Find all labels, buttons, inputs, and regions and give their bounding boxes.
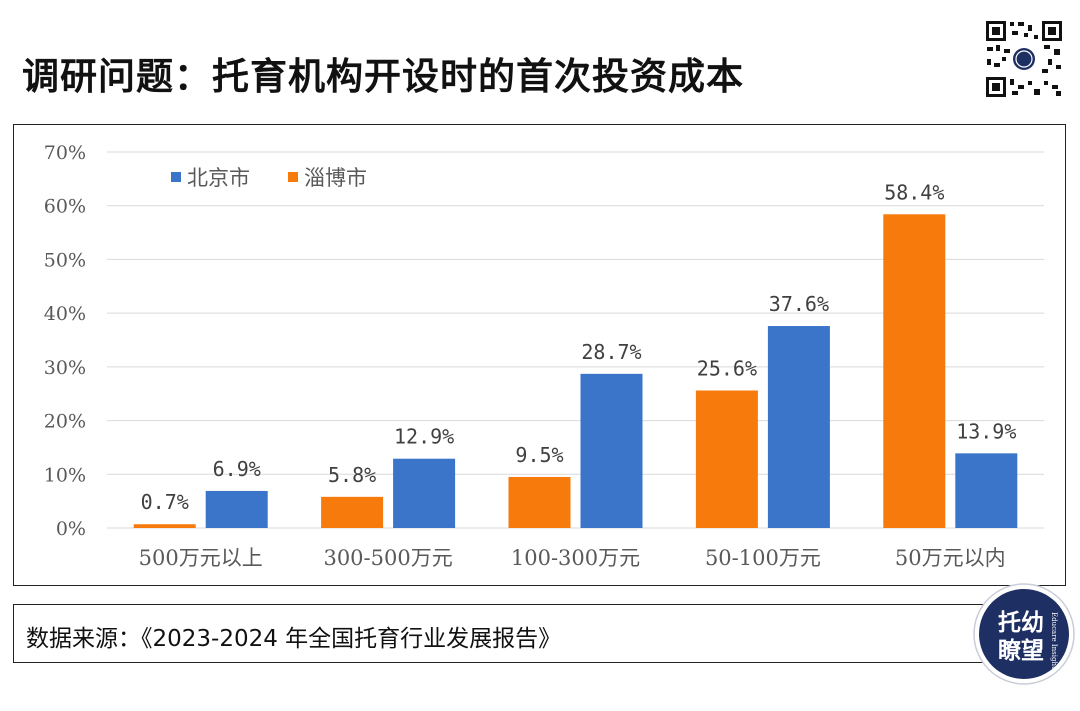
source-citation: 数据来源：《2023-2024 年全国托育行业发展报告》 xyxy=(26,626,562,652)
data-label: 13.9% xyxy=(956,419,1016,443)
data-label: 28.7% xyxy=(581,340,641,364)
y-tick-label: 60% xyxy=(44,196,86,218)
chart-frame: 0% 10% 20% 30% 40% 50% 60% 70% 0.7% 6.9% 5.8% 12.9… xyxy=(13,124,1066,586)
x-category-label: 300-500万元 xyxy=(323,546,452,570)
legend-label: 北京市 xyxy=(187,166,250,190)
data-label: 12.9% xyxy=(394,425,454,449)
page-title: 调研问题：托育机构开设时的首次投资成本 xyxy=(22,55,744,98)
bar-beijing xyxy=(205,490,268,528)
data-label: 25.6% xyxy=(697,356,757,380)
bar-zibo xyxy=(508,476,571,528)
y-tick-label: 0% xyxy=(56,518,86,540)
y-tick-label: 10% xyxy=(44,464,86,486)
y-tick-label: 30% xyxy=(44,357,86,379)
legend-swatch xyxy=(288,172,298,182)
brand-logo-side: Educare Insight xyxy=(1050,612,1058,669)
qr-code-icon xyxy=(984,19,1064,99)
bar-beijing xyxy=(393,458,456,528)
brand-logo: 托幼 瞭望 Educare Insight xyxy=(973,583,1075,685)
x-category-label: 500万元以上 xyxy=(139,546,263,570)
legend-label: 淄博市 xyxy=(304,166,367,190)
bar-zibo xyxy=(695,390,758,528)
bar-zibo xyxy=(883,214,946,528)
data-label: 6.9% xyxy=(213,457,261,481)
y-tick-label: 40% xyxy=(44,303,86,325)
data-label: 0.7% xyxy=(141,490,189,514)
x-category-label: 100-300万元 xyxy=(511,546,640,570)
source-box: 数据来源：《2023-2024 年全国托育行业发展报告》 xyxy=(13,604,1013,663)
y-tick-label: 20% xyxy=(44,411,86,433)
y-tick-label: 70% xyxy=(44,142,86,164)
x-category-label: 50万元以内 xyxy=(895,546,1006,570)
x-category-label: 50-100万元 xyxy=(705,546,821,570)
data-label: 5.8% xyxy=(328,463,376,487)
brand-logo-line1: 托幼 xyxy=(998,609,1044,636)
brand-logo-line2: 瞭望 xyxy=(998,638,1044,664)
bar-beijing xyxy=(955,453,1018,528)
bar-beijing xyxy=(580,373,643,528)
bar-zibo xyxy=(133,524,196,528)
y-tick-label: 50% xyxy=(44,249,86,271)
legend-swatch xyxy=(171,172,181,182)
data-label: 37.6% xyxy=(769,292,829,316)
bar-beijing xyxy=(767,326,830,528)
data-label: 58.4% xyxy=(884,180,944,204)
data-label: 9.5% xyxy=(515,443,563,467)
bar-chart: 0% 10% 20% 30% 40% 50% 60% 70% 0.7% 6.9% 5.8% 12.9… xyxy=(44,142,1044,570)
bar-zibo xyxy=(321,496,384,528)
